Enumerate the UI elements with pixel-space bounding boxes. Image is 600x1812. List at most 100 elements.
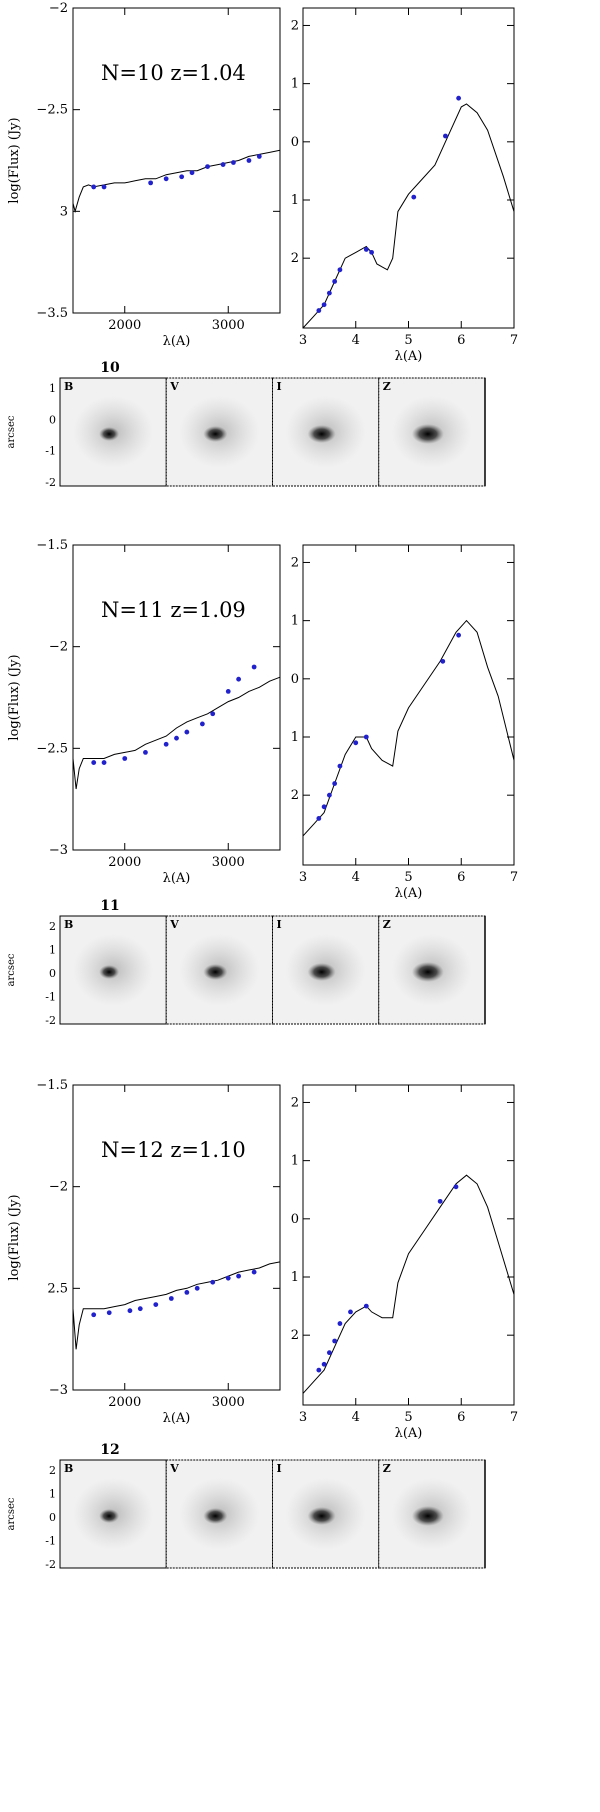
chart-title: N=10 z=1.04 bbox=[101, 61, 246, 85]
data-point bbox=[236, 1273, 242, 1279]
x-tick-label: 5 bbox=[404, 870, 412, 885]
data-point bbox=[143, 750, 148, 755]
strip-y-tick-label: 1 bbox=[49, 382, 56, 395]
band-label: I bbox=[277, 380, 282, 393]
strip-y-tick-label: 1 bbox=[49, 944, 56, 957]
band-label: B bbox=[64, 380, 73, 393]
x-tick-label: 6 bbox=[457, 333, 465, 348]
y-tick-label: 2 bbox=[291, 788, 299, 803]
x-tick-label: 2000 bbox=[108, 855, 141, 870]
band-label: I bbox=[277, 1462, 282, 1475]
series-line-model-spectrum bbox=[72, 676, 281, 790]
y-tick-label: 2 bbox=[291, 18, 299, 33]
galaxy-core bbox=[411, 1506, 444, 1526]
x-axis-label: λ(A) bbox=[395, 1426, 423, 1441]
galaxy-core bbox=[203, 964, 228, 980]
data-point bbox=[199, 721, 205, 727]
data-point bbox=[189, 170, 195, 176]
galaxy-core bbox=[307, 963, 336, 981]
y-tick-label: −2 bbox=[49, 1, 68, 16]
data-point bbox=[220, 162, 226, 167]
band-label: V bbox=[169, 918, 179, 931]
chart-2-uv-sed: 2000 3000 −3 −2.5 −2 −1.5 λ(A) log(Flux) (Jy) N=… bbox=[7, 538, 281, 886]
series-line-model-spectrum bbox=[72, 149, 281, 214]
data-point bbox=[363, 247, 369, 252]
strip-axis-label: arcsec bbox=[6, 1497, 17, 1530]
data-point bbox=[168, 1296, 174, 1301]
strip-label: 12 bbox=[100, 1442, 119, 1458]
data-point bbox=[231, 160, 236, 165]
y-tick-label: −3 bbox=[49, 843, 68, 858]
y-tick-label: 1 bbox=[291, 77, 299, 92]
data-point bbox=[122, 756, 128, 761]
data-point bbox=[179, 174, 185, 180]
strip-y-tick-label: 2 bbox=[49, 1464, 56, 1477]
data-point bbox=[210, 1279, 216, 1285]
band-panel-Z: Z bbox=[378, 915, 486, 1025]
data-point bbox=[194, 1285, 200, 1291]
data-point bbox=[437, 1198, 443, 1204]
band-label: B bbox=[64, 1462, 73, 1475]
strip-label: 10 bbox=[100, 360, 120, 376]
chart-0-uv-sed: 2000 3000 −3.5 3 −2.5 −2 λ(A) log(Flux) (Jy) N=1… bbox=[7, 1, 281, 349]
data-point bbox=[153, 1302, 159, 1307]
strip-axis-label: arcsec bbox=[6, 953, 17, 986]
y-tick-label: −2 bbox=[49, 640, 68, 655]
y-tick-label: 2 bbox=[291, 555, 299, 570]
data-point bbox=[137, 1306, 143, 1312]
x-axis-label: λ(A) bbox=[395, 886, 423, 901]
data-point bbox=[332, 1338, 338, 1344]
x-tick-label: 6 bbox=[457, 1410, 465, 1425]
y-axis-label: log(Flux) (Jy) bbox=[7, 117, 22, 203]
data-point bbox=[456, 95, 462, 101]
galaxy-core bbox=[99, 1509, 120, 1523]
y-tick-label: 0 bbox=[291, 1212, 299, 1227]
plot-frame bbox=[72, 7, 281, 314]
data-point bbox=[332, 279, 338, 284]
data-point bbox=[236, 676, 242, 682]
y-tick-label: 2 bbox=[291, 251, 299, 266]
band-panel-I: I bbox=[272, 377, 380, 487]
data-point bbox=[456, 632, 462, 638]
image-strip-12: 12 arcsec 2 1 0 -1 -2 B V I Z bbox=[6, 1442, 486, 1571]
series-line-model-SED bbox=[302, 619, 515, 837]
strip-y-tick-label: 2 bbox=[49, 920, 56, 933]
chart-1-full-sed: 3 4 5 6 7 2 1 0 1 2 λ(A) bbox=[291, 7, 518, 364]
data-point bbox=[225, 1275, 231, 1281]
galaxy-core bbox=[99, 965, 120, 979]
data-point bbox=[440, 658, 446, 664]
x-tick-label: 3000 bbox=[212, 318, 245, 333]
y-tick-label: 1 bbox=[291, 1270, 299, 1285]
strip-y-tick-label: 0 bbox=[49, 967, 56, 980]
data-point bbox=[251, 1269, 257, 1275]
y-tick-label: −3.5 bbox=[36, 306, 68, 321]
x-axis-label: λ(A) bbox=[163, 334, 191, 349]
band-label: Z bbox=[383, 380, 391, 393]
plot-frame bbox=[302, 544, 515, 866]
data-point bbox=[148, 180, 154, 186]
x-tick-label: 4 bbox=[352, 1410, 360, 1425]
data-point bbox=[127, 1308, 133, 1314]
data-point bbox=[337, 1321, 343, 1326]
x-axis-label: λ(A) bbox=[163, 1411, 191, 1426]
series-line-model-spectrum bbox=[72, 1261, 281, 1350]
band-panel-B: B bbox=[59, 1459, 167, 1569]
x-tick-label: 3 bbox=[299, 333, 307, 348]
y-tick-label: 2 bbox=[291, 1095, 299, 1110]
x-axis-label: λ(A) bbox=[163, 871, 191, 886]
x-tick-label: 2000 bbox=[108, 1395, 141, 1410]
plot-frame bbox=[72, 1084, 281, 1391]
strip-y-tick-label: 0 bbox=[49, 1511, 56, 1524]
band-panel-V: V bbox=[165, 1459, 273, 1569]
y-tick-label: 1 bbox=[291, 614, 299, 629]
data-point bbox=[321, 302, 327, 308]
data-point bbox=[101, 184, 107, 190]
x-tick-label: 7 bbox=[510, 333, 518, 348]
data-point bbox=[443, 133, 448, 139]
x-tick-label: 3000 bbox=[212, 1395, 245, 1410]
galaxy-core bbox=[307, 425, 336, 443]
y-tick-label: 2.5 bbox=[47, 1281, 68, 1296]
strip-label: 11 bbox=[100, 898, 119, 914]
strip-y-tick-label: -2 bbox=[45, 1014, 56, 1027]
strip-y-tick-label: 0 bbox=[49, 413, 56, 426]
